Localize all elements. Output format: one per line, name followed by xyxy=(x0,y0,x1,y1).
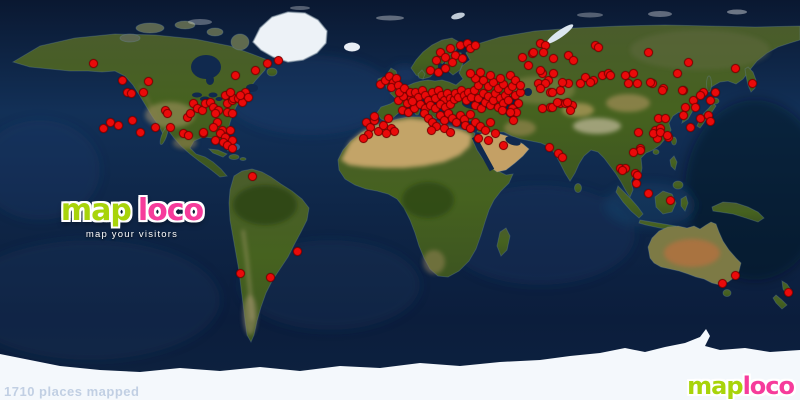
james-bay xyxy=(206,75,214,85)
svalbard xyxy=(451,12,465,20)
hudson-bay xyxy=(191,55,221,79)
new-guinea xyxy=(711,201,765,223)
great-lake-2 xyxy=(200,96,210,102)
hokkaido xyxy=(710,97,720,105)
australia-outback xyxy=(664,239,720,267)
amazon-forest xyxy=(233,185,297,225)
andes xyxy=(241,229,254,321)
arctic-island-3 xyxy=(206,27,224,37)
patagonia xyxy=(243,295,257,335)
hainan xyxy=(652,149,660,155)
sakhalin xyxy=(706,75,712,93)
logo-wordmark: map loco xyxy=(58,196,206,226)
baffin-island xyxy=(230,33,250,51)
madagascar xyxy=(496,227,511,257)
cloud-1 xyxy=(376,15,404,21)
arctic-island-1 xyxy=(135,22,165,34)
cuba xyxy=(207,148,228,158)
logo-tagline: map your visitors xyxy=(85,229,179,240)
antarctica xyxy=(0,329,800,400)
footer-logo-loco-text: loco xyxy=(742,372,795,400)
sicily xyxy=(425,115,435,121)
novaya-zemlya xyxy=(546,24,574,44)
congo-forest xyxy=(402,182,454,218)
tibet-plateau xyxy=(573,118,621,134)
taklamakan xyxy=(562,103,594,117)
mexico-plateau xyxy=(173,137,197,149)
arctic-island-2 xyxy=(174,20,196,30)
sulawesi xyxy=(680,195,689,212)
black-sea xyxy=(462,96,492,110)
cloud-3 xyxy=(648,11,672,17)
iceland xyxy=(344,42,360,52)
cloud-2 xyxy=(290,6,310,10)
great-lake-4 xyxy=(215,97,223,101)
sri-lanka xyxy=(574,183,582,193)
red-sea xyxy=(471,135,495,172)
tundra xyxy=(630,30,770,70)
us-plains xyxy=(145,102,195,128)
map-loco-logo[interactable]: map loco map your visitors xyxy=(58,196,206,241)
cloud-6 xyxy=(577,12,603,18)
caspian-sea xyxy=(504,96,518,118)
hispaniola xyxy=(228,154,240,160)
great-lake-1 xyxy=(192,92,202,98)
tasmania xyxy=(722,289,732,297)
mindanao xyxy=(672,180,684,190)
iran-desert xyxy=(504,120,536,136)
luzon xyxy=(669,155,678,171)
footer-logo-map-text: map xyxy=(687,372,743,400)
taiwan xyxy=(671,136,677,146)
great-lake-3 xyxy=(208,92,218,98)
arctic-island-4 xyxy=(119,33,141,43)
newfoundland xyxy=(266,67,278,77)
gobi-desert xyxy=(606,94,650,112)
logo-map-text: map xyxy=(60,193,132,228)
kalahari xyxy=(423,250,445,274)
sardinia xyxy=(414,106,420,116)
ice-and-snow xyxy=(0,6,800,400)
bahamas-shallows xyxy=(226,143,240,151)
sumatra xyxy=(615,185,644,219)
watermark-text: 1710 places mapped xyxy=(4,384,140,399)
new-zealand-south xyxy=(772,294,788,310)
puerto-rico xyxy=(239,157,247,161)
gulf-st-lawrence xyxy=(246,84,258,92)
footer-logo[interactable]: maploco xyxy=(687,372,795,400)
cloud-4 xyxy=(727,9,747,15)
persian-gulf xyxy=(505,136,521,146)
denmark xyxy=(417,69,426,80)
logo-loco-text: loco xyxy=(137,193,204,228)
aral-sea xyxy=(524,88,532,96)
cloud-5 xyxy=(188,19,212,25)
